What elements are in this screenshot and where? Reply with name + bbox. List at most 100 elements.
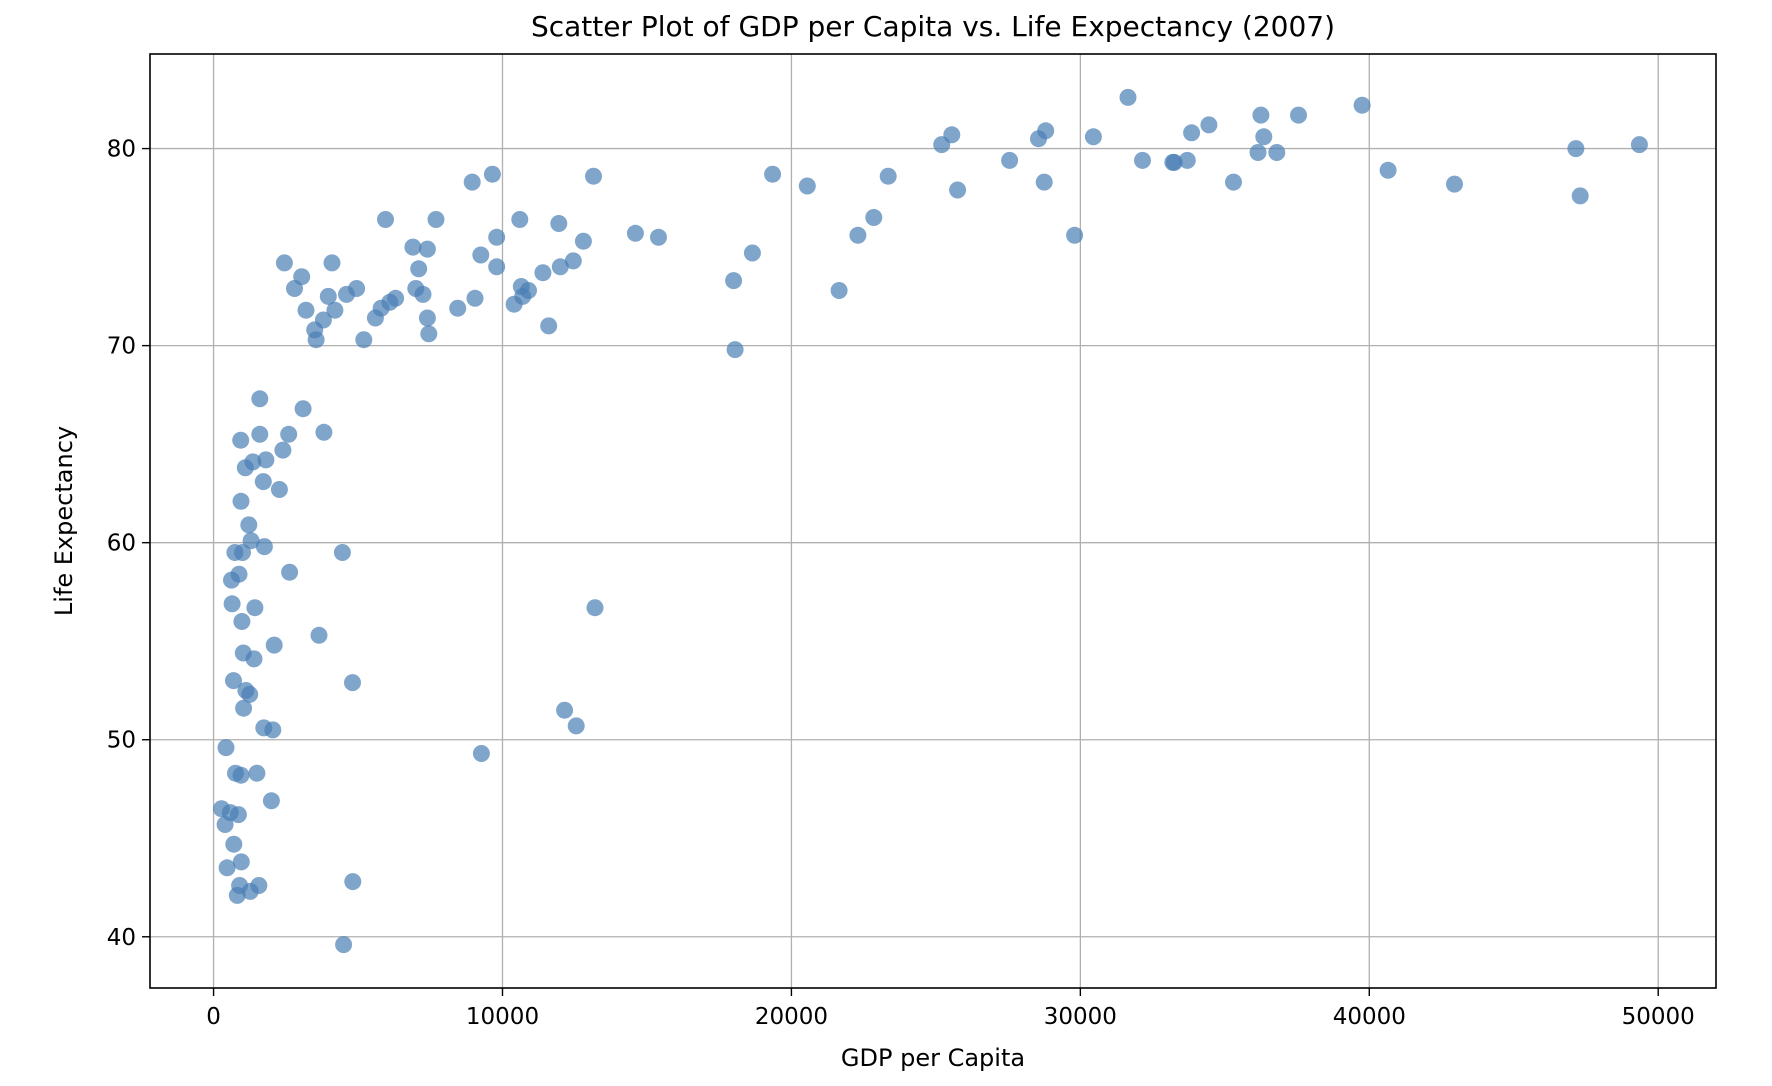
scatter-point <box>344 873 362 891</box>
scatter-point <box>725 272 743 290</box>
scatter-point <box>333 544 351 561</box>
scatter-point <box>241 685 259 703</box>
scatter-point <box>223 595 241 613</box>
scatter-point <box>232 853 250 871</box>
plot-frame <box>149 53 1717 989</box>
scatter-point <box>743 244 761 262</box>
scatter-point <box>1037 122 1055 140</box>
y-tick-label: 50 <box>107 728 136 754</box>
data-points <box>213 88 1648 954</box>
scatter-point <box>262 792 280 810</box>
scatter-point <box>830 282 848 299</box>
scatter-point <box>472 745 490 762</box>
scatter-point <box>414 285 432 303</box>
scatter-point <box>251 425 269 443</box>
scatter-point <box>1119 88 1137 106</box>
scatter-point <box>310 626 328 644</box>
scatter-point <box>726 341 744 359</box>
scatter-point <box>235 699 253 717</box>
scatter-point <box>534 264 552 282</box>
scatter-point <box>1200 116 1218 134</box>
scatter-point <box>1035 173 1053 191</box>
scatter-point <box>230 565 248 583</box>
scatter-point <box>574 232 592 250</box>
scatter-point <box>488 258 506 276</box>
scatter-point <box>1446 175 1463 193</box>
y-tick-label: 80 <box>107 137 136 163</box>
scatter-point <box>1084 128 1102 146</box>
scatter-point <box>1252 106 1270 124</box>
scatter-point <box>264 721 282 739</box>
scatter-point <box>764 165 782 183</box>
scatter-point <box>315 423 333 441</box>
scatter-point <box>463 173 481 191</box>
x-tick-label: 30000 <box>1044 1004 1117 1030</box>
x-tick-label: 20000 <box>755 1004 828 1030</box>
scatter-point <box>564 252 582 270</box>
scatter-point <box>865 209 883 226</box>
scatter-point <box>280 425 298 443</box>
scatter-point <box>281 563 299 581</box>
scatter-point <box>1268 144 1286 161</box>
chart-title: Scatter Plot of GDP per Capita vs. Life … <box>531 10 1335 43</box>
scatter-point <box>348 280 366 297</box>
scatter-point <box>586 599 604 617</box>
scatter-point <box>246 599 264 617</box>
scatter-point <box>233 613 251 630</box>
x-tick-label: 10000 <box>466 1004 539 1030</box>
scatter-point <box>1249 144 1267 161</box>
scatter-point <box>225 672 242 690</box>
grid-lines <box>150 54 1716 988</box>
scatter-point <box>326 301 344 319</box>
scatter-point <box>483 165 501 183</box>
scatter-point <box>257 451 275 469</box>
scatter-point <box>387 289 405 307</box>
scatter-point <box>274 441 292 459</box>
scatter-point <box>949 181 967 199</box>
scatter-point <box>307 331 325 349</box>
scatter-point <box>466 289 484 307</box>
scatter-point <box>314 311 332 329</box>
scatter-point <box>1630 136 1648 154</box>
y-tick-label: 70 <box>107 334 136 360</box>
scatter-point <box>418 309 436 327</box>
scatter-point <box>520 282 537 299</box>
scatter-point <box>1134 151 1151 169</box>
scatter-point <box>293 268 311 286</box>
scatter-point <box>248 764 266 782</box>
scatter-point <box>355 331 373 349</box>
scatter-point <box>1066 226 1084 244</box>
scatter-point <box>650 228 667 246</box>
scatter-point <box>234 544 251 561</box>
scatter-point <box>1379 161 1397 179</box>
scatter-point <box>344 674 361 692</box>
scatter-point <box>245 650 263 668</box>
scatter-point <box>232 492 250 510</box>
y-tick-label: 60 <box>107 531 136 557</box>
scatter-point <box>250 877 268 894</box>
scatter-point <box>404 238 422 256</box>
scatter-point <box>217 739 235 757</box>
scatter-point <box>449 299 467 317</box>
scatter-point <box>585 167 602 185</box>
scatter-point <box>626 224 644 242</box>
scatter-point <box>242 532 260 550</box>
scatter-point <box>879 167 897 185</box>
scatter-point <box>319 287 337 305</box>
x-tick-label: 50000 <box>1622 1004 1695 1030</box>
scatter-point <box>556 701 574 719</box>
scatter-point <box>1567 140 1585 158</box>
scatter-point <box>335 936 353 954</box>
scatter-point <box>323 254 341 272</box>
scatter-point <box>1290 106 1307 124</box>
scatter-point <box>377 211 394 228</box>
scatter-point <box>218 859 236 877</box>
scatter-point <box>229 806 247 824</box>
scatter-point <box>550 215 568 232</box>
scatter-point <box>275 254 293 272</box>
scatter-point <box>511 211 529 228</box>
scatter-point <box>1353 96 1371 114</box>
scatter-point <box>297 301 315 319</box>
y-axis-label: Life Expectancy <box>50 426 78 616</box>
